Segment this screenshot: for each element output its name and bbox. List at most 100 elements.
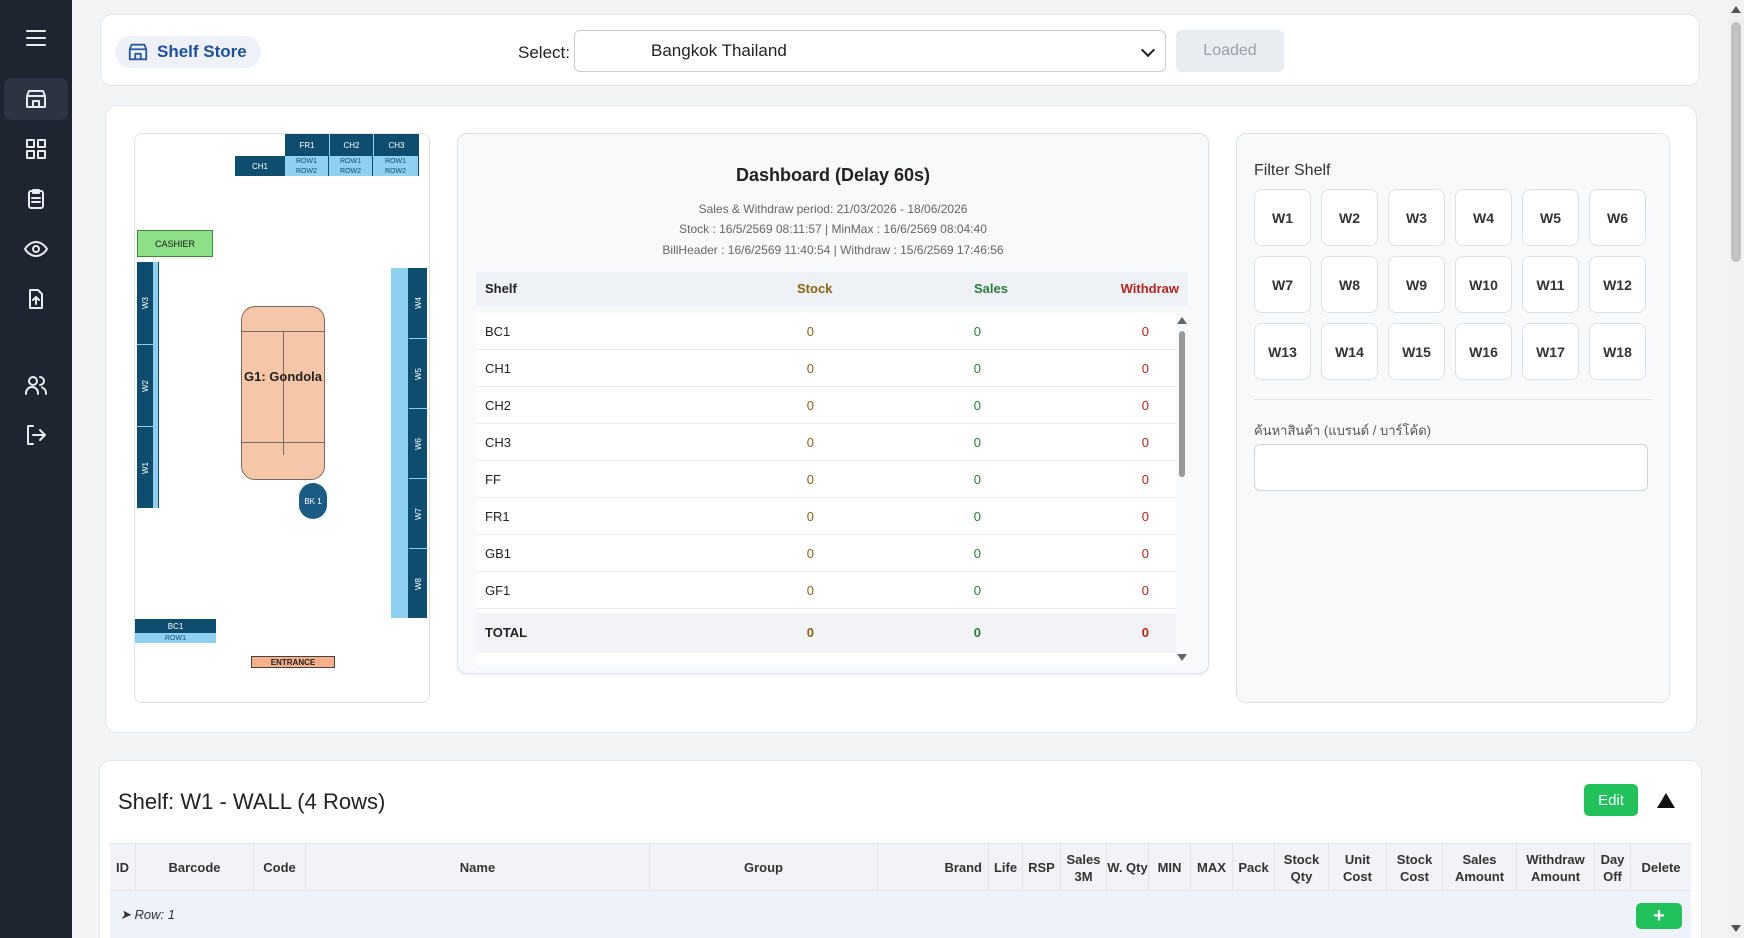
cell-withdraw: 0 — [1141, 509, 1149, 524]
map-shelf-strip — [153, 426, 159, 508]
dashboard-table-scrollbar[interactable] — [1176, 313, 1188, 665]
table-row[interactable]: CH2 0 0 0 — [476, 387, 1176, 424]
table-row[interactable]: GB1 0 0 0 — [476, 535, 1176, 572]
map-gondola-g1[interactable]: G1: Gondola — [241, 306, 325, 480]
filter-button-w18[interactable]: W18 — [1589, 323, 1646, 380]
map-shelf-w1[interactable]: W1 — [137, 426, 153, 508]
map-shelf-strip — [391, 548, 409, 618]
map-shelf-strip — [391, 408, 409, 478]
cell-sales: 0 — [973, 361, 981, 376]
cell-sales: 0 — [973, 625, 981, 640]
users-icon — [25, 376, 47, 395]
filter-button-w5[interactable]: W5 — [1522, 189, 1579, 246]
product-search-input[interactable] — [1254, 444, 1648, 491]
map-shelf-label: W5 — [413, 367, 423, 380]
sidebar-item-users[interactable] — [4, 364, 68, 406]
cell-withdraw: 0 — [1141, 546, 1149, 561]
dashboard-title: Dashboard (Delay 60s) — [735, 165, 931, 185]
filter-button-w10[interactable]: W10 — [1455, 256, 1512, 313]
shelf-table-header: ID Barcode Code Name Group Brand Life RS… — [110, 843, 1691, 891]
map-shelf-label: W2 — [140, 379, 150, 392]
map-row-label: ROW2 — [329, 166, 373, 176]
map-shelf-ch1[interactable]: CH1 — [235, 156, 285, 176]
add-item-button[interactable]: + — [1636, 903, 1682, 929]
loaded-button[interactable]: Loaded — [1176, 30, 1284, 72]
col-stock-qty: Stock Qty — [1275, 844, 1329, 891]
dashboard-table-body[interactable]: BC1 0 0 0 CH1 0 0 0 CH2 0 0 0 CH3 0 0 — [476, 313, 1176, 665]
menu-icon — [26, 30, 46, 46]
cell-sales: 0 — [973, 398, 981, 413]
filter-button-w13[interactable]: W13 — [1254, 323, 1311, 380]
cell-shelf: CH1 — [485, 361, 512, 376]
filter-button-w11[interactable]: W11 — [1522, 256, 1579, 313]
store-select[interactable]: Bangkok Thailand — [574, 30, 1166, 72]
filter-button-w6[interactable]: W6 — [1589, 189, 1646, 246]
brand-pill[interactable]: Shelf Store — [115, 36, 261, 68]
page-scrollbar[interactable] — [1728, 0, 1744, 938]
edit-button[interactable]: Edit — [1584, 784, 1638, 816]
cell-stock: 0 — [806, 472, 814, 487]
sidebar-item-dashboard[interactable] — [4, 128, 68, 170]
cell-shelf: TOTAL — [485, 625, 528, 640]
map-shelf-bc1[interactable]: BC1 — [135, 619, 216, 633]
table-row[interactable]: FR1 0 0 0 — [476, 498, 1176, 535]
gondola-divider — [283, 331, 284, 455]
scroll-thumb[interactable] — [1179, 331, 1185, 477]
map-shelf-w7[interactable]: W7 — [409, 478, 427, 548]
filter-button-w16[interactable]: W16 — [1455, 323, 1512, 380]
map-shelf-ch2[interactable]: CH2 — [329, 134, 373, 156]
map-shelf-w3[interactable]: W3 — [137, 262, 153, 344]
map-shelf-w2[interactable]: W2 — [137, 344, 153, 426]
col-unit-cost: Unit Cost — [1329, 844, 1387, 891]
filter-button-w17[interactable]: W17 — [1522, 323, 1579, 380]
cell-stock: 0 — [806, 324, 814, 339]
cell-stock: 0 — [806, 398, 814, 413]
scroll-up-icon[interactable] — [1731, 6, 1741, 13]
cell-stock: 0 — [806, 509, 814, 524]
filter-button-w14[interactable]: W14 — [1321, 323, 1378, 380]
cell-sales: 0 — [973, 472, 981, 487]
map-shelf-w8[interactable]: W8 — [409, 548, 427, 618]
filter-button-w12[interactable]: W12 — [1589, 256, 1646, 313]
collapse-toggle-icon[interactable] — [1657, 793, 1675, 808]
table-row[interactable]: BC1 0 0 0 — [476, 313, 1176, 350]
scroll-down-icon[interactable] — [1177, 654, 1187, 661]
cell-stock: 0 — [806, 546, 814, 561]
map-shelf-w4[interactable]: W4 — [409, 268, 427, 338]
cell-sales: 0 — [973, 435, 981, 450]
map-shelf-bk1[interactable]: BK 1 — [299, 483, 327, 519]
col-shelf: Shelf — [485, 281, 517, 296]
sidebar-item-reports[interactable] — [4, 178, 68, 220]
map-shelf-fr1[interactable]: FR1 — [285, 134, 329, 156]
map-row-label: ROW1 — [329, 156, 373, 166]
filter-button-w15[interactable]: W15 — [1388, 323, 1445, 380]
shelf-row-group[interactable]: ➤ Row: 1 + — [110, 891, 1691, 938]
filter-button-w2[interactable]: W2 — [1321, 189, 1378, 246]
scroll-thumb[interactable] — [1731, 22, 1741, 262]
sidebar-item-view[interactable] — [4, 228, 68, 270]
table-row[interactable]: CH3 0 0 0 — [476, 424, 1176, 461]
cell-withdraw: 0 — [1141, 625, 1149, 640]
filter-button-w1[interactable]: W1 — [1254, 189, 1311, 246]
scroll-down-icon[interactable] — [1731, 925, 1741, 932]
sidebar-item-store[interactable] — [4, 78, 68, 120]
table-row[interactable]: GF1 0 0 0 — [476, 572, 1176, 609]
filter-button-w9[interactable]: W9 — [1388, 256, 1445, 313]
sidebar-item-logout[interactable] — [4, 414, 68, 456]
map-shelf-w6[interactable]: W6 — [409, 408, 427, 478]
sidebar-item-upload[interactable] — [4, 278, 68, 320]
scroll-up-icon[interactable] — [1177, 317, 1187, 324]
filter-button-w7[interactable]: W7 — [1254, 256, 1311, 313]
map-shelf-ch3[interactable]: CH3 — [373, 134, 419, 156]
filter-button-w4[interactable]: W4 — [1455, 189, 1512, 246]
cell-withdraw: 0 — [1141, 361, 1149, 376]
menu-button[interactable] — [4, 17, 68, 59]
table-row[interactable]: FF 0 0 0 — [476, 461, 1176, 498]
col-life: Life — [989, 844, 1023, 891]
filter-button-w8[interactable]: W8 — [1321, 256, 1378, 313]
map-shelf-w5[interactable]: W5 — [409, 338, 427, 408]
select-label: Select: — [518, 43, 570, 62]
table-row[interactable]: CH1 0 0 0 — [476, 350, 1176, 387]
filter-button-w3[interactable]: W3 — [1388, 189, 1445, 246]
cell-stock: 0 — [806, 583, 814, 598]
